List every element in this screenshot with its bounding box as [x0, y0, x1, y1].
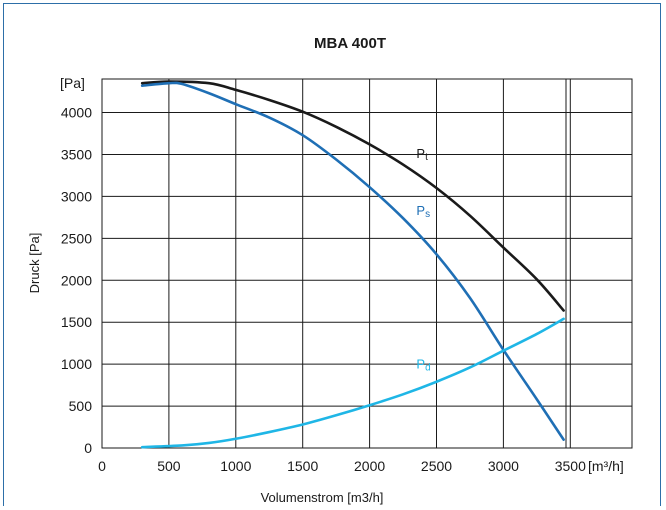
y-tick-label: 3000: [61, 188, 92, 204]
series-label-pt: Pt: [416, 146, 428, 163]
series-label-pd: Pd: [416, 356, 430, 373]
chart-title: MBA 400T: [314, 35, 386, 52]
y-tick-label: 0: [84, 440, 92, 456]
y-tick-label: 3500: [61, 146, 92, 162]
x-tick-label: 0: [98, 458, 106, 474]
x-tick-label: 3000: [488, 458, 519, 474]
y-tick-label: 1000: [61, 356, 92, 372]
y-tick-label: 4000: [61, 105, 92, 121]
y-tick-label: 2000: [61, 272, 92, 288]
x-tick-label: 500: [157, 458, 181, 474]
series-line-pt: [140, 80, 565, 312]
x-tick-label: 2500: [421, 458, 452, 474]
y-unit-label: [Pa]: [60, 75, 85, 91]
y-tick-label: 500: [69, 398, 93, 414]
x-axis-label: Volumenstrom [m3/h]: [261, 490, 384, 505]
x-tick-label: 3500: [555, 458, 586, 474]
series-line-pd: [140, 317, 565, 449]
series-label-ps: Ps: [416, 203, 430, 220]
x-tick-label: 2000: [354, 458, 385, 474]
plot-border: [101, 78, 633, 449]
y-axis-label: Druck [Pa]: [27, 233, 42, 294]
x-unit-label: [m³/h]: [588, 458, 624, 474]
x-tick-labels: 0 500 1000 1500 2000 2500 3000 3500: [98, 458, 586, 474]
x-tick-label: 1000: [220, 458, 251, 474]
chart-frame: [3, 3, 661, 506]
series-group: Pt Ps Pd: [140, 80, 565, 449]
y-tick-label: 1500: [61, 314, 92, 330]
y-tick-labels: 0 500 1000 1500 2000 2500 3000 3500 4000: [61, 105, 92, 456]
grid: [102, 79, 632, 448]
x-tick-label: 1500: [287, 458, 318, 474]
y-tick-label: 2500: [61, 230, 92, 246]
series-line-ps: [140, 81, 565, 441]
